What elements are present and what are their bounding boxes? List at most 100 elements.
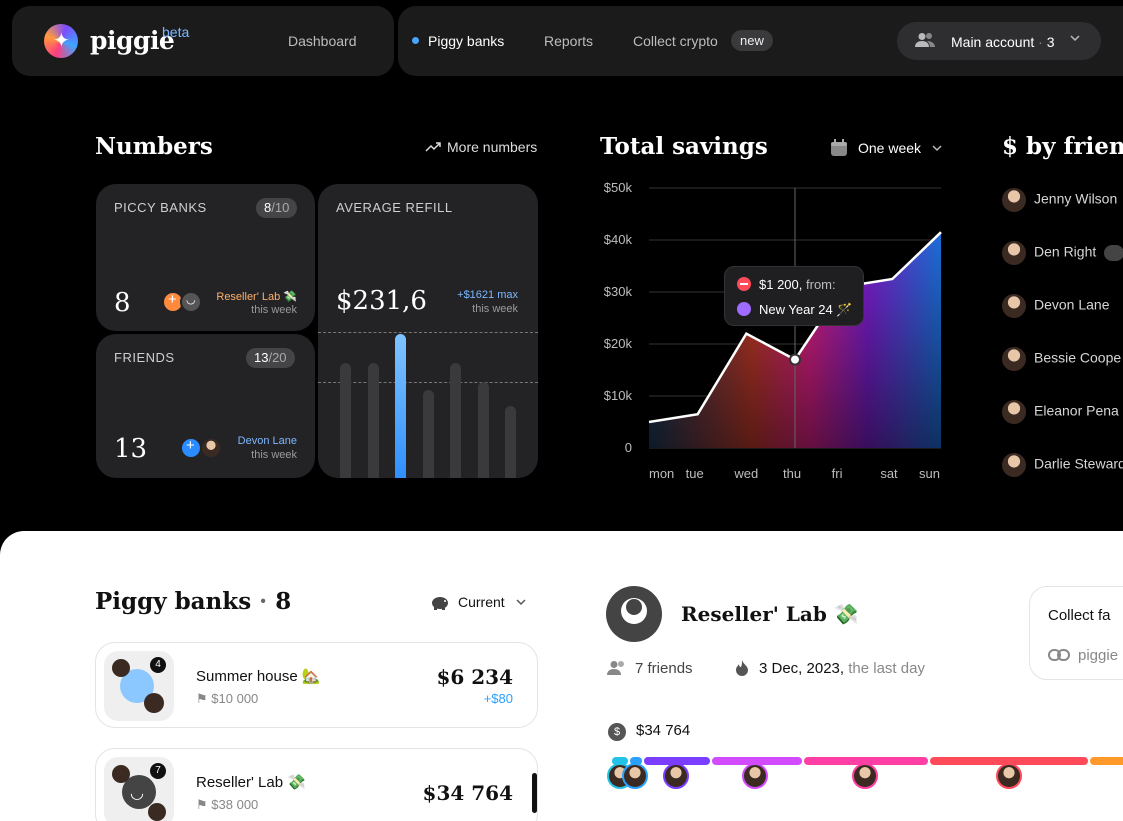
timeline-avatar[interactable] [996,763,1022,789]
refill-bar [395,334,406,478]
logo-icon[interactable] [44,24,78,58]
minus-icon [737,277,751,291]
avatar [1002,400,1026,424]
timeline-avatar[interactable] [663,763,689,789]
period-label: One week [858,140,922,156]
friend-row[interactable]: Devon Lane [1002,294,1110,318]
avatar [1002,294,1026,318]
fire-icon [736,660,748,676]
piggy-list-title: Piggy banks · 8 [95,588,292,615]
x-tick-label: sat [880,466,898,481]
active-dot-icon [412,37,419,44]
timeline-segment [644,757,710,765]
timeline-avatar[interactable] [852,763,878,789]
more-numbers-label: More numbers [447,139,538,155]
selected-indicator [532,773,537,813]
average-refill-card[interactable]: AVERAGE REFILL $231,6 +$1621 max this we… [318,184,538,478]
trend-up-icon [425,142,441,152]
collect-card[interactable]: Collect fa piggie [1029,586,1123,680]
detail-date: 3 Dec, 2023, the last day [735,660,925,677]
dollar-icon: $ [608,723,626,741]
x-tick-label: tue [685,466,704,481]
tooltip-source: New Year 24 [759,302,833,317]
refill-bar [340,363,351,478]
nav-piggy-banks[interactable]: Piggy banks [428,33,505,49]
refill-bar [422,390,434,478]
piggy-added: +$80 [483,691,513,706]
more-numbers-link[interactable]: More numbers [425,139,537,155]
piggy-goal: $10 000 [211,691,259,706]
friends-who: Devon Lane [237,435,297,447]
friends-value: 13 [114,434,148,464]
users-icon [915,32,935,53]
friend-row[interactable]: Darlie Steward [1002,453,1123,477]
friend-row[interactable]: Bessie Coope [1002,347,1121,371]
tooltip-amount: $1 200, [759,277,803,292]
savings-area-shade [649,232,941,448]
y-tick-label: $50k [603,180,632,195]
x-tick-label: mon [649,466,675,481]
x-tick-label: fri [831,466,843,481]
new-badge: new [731,30,773,51]
friends-label: FRIENDS [114,350,175,365]
detail-name: Reseller' Lab [681,602,827,626]
x-tick-label: thu [783,466,802,481]
nav-reports[interactable]: Reports [544,33,594,49]
piggy-banks-label: PICCY BANKS [114,200,207,215]
average-refill-max: +$1621 max [457,289,518,301]
piggy-banks-card[interactable]: PICCY BANKS 8/10 8 + ◡ Reseller' Lab 💸 t… [96,184,315,331]
timeline-avatar[interactable] [742,763,768,789]
reseller-logo [606,586,662,642]
refill-bar [450,363,461,478]
y-tick-label: $10k [603,388,632,403]
timeline-avatar[interactable] [622,763,648,789]
devon-avatar [200,437,222,459]
piggy-banks-when: this week [251,304,297,316]
reseller-avatar: ◡ [180,291,202,313]
refill-guide-line [318,332,538,333]
account-count: 3 [1046,34,1055,50]
avatar [1002,241,1026,265]
chart-tooltip: $1 200, from: New Year 24 🪄 [724,266,864,326]
chevron-down-icon [932,145,942,152]
flag-icon: ⚑ [196,797,208,812]
timeline-segment [804,757,928,765]
friend-row[interactable]: Eleanor Pena [1002,400,1119,424]
friends-when: this week [251,449,297,461]
y-tick-label: $30k [603,284,632,299]
savings-title: Total savings [600,133,768,160]
friend-row[interactable]: Jenny Wilson [1002,188,1117,212]
account-switcher[interactable]: Main account · 3 [897,22,1101,60]
highlight-point[interactable] [789,353,801,366]
x-tick-label: wed [734,466,759,481]
savings-chart[interactable] [0,0,1123,500]
piggy-bank-item[interactable]: ◡ 7 Reseller' Lab 💸 ⚑ $38 000 $34 764 [95,748,538,821]
detail-friends[interactable]: 7 friends [607,660,693,677]
filter-select[interactable]: Current [430,594,527,610]
piggy-name: Reseller' Lab [196,774,284,791]
chevron-down-icon [1069,31,1081,47]
y-tick-label: 0 [624,440,632,455]
brand-name[interactable]: piggie [90,26,175,55]
tooltip-from: from: [806,277,836,292]
y-tick-label: $20k [603,336,632,351]
piggy-bank-item[interactable]: 4 Summer house 🏡 ⚑ $10 000 $6 234 +$80 [95,642,538,728]
average-refill-value: $231,6 [336,286,427,316]
chevron-down-icon [516,599,526,606]
nav-collect-crypto[interactable]: Collect crypto [633,33,718,49]
member-count-badge: 7 [150,763,166,779]
nav-dashboard[interactable]: Dashboard [288,33,357,49]
timeline-segment [1090,757,1123,765]
friends-card[interactable]: FRIENDS 13/20 13 + Devon Lane this week [96,334,315,478]
period-select[interactable]: One week [830,139,943,157]
friend-row[interactable]: Den Right [1002,241,1123,265]
collect-link: piggie [1078,647,1119,664]
y-tick-label: $40k [603,232,632,247]
piggy-goal: $38 000 [211,797,259,812]
avatar [1002,453,1026,477]
average-refill-when: this week [472,303,518,315]
friends-pill: 13/20 [246,348,295,368]
beta-label: beta [162,24,190,40]
avatar [1002,347,1026,371]
filter-label: Current [458,594,505,610]
